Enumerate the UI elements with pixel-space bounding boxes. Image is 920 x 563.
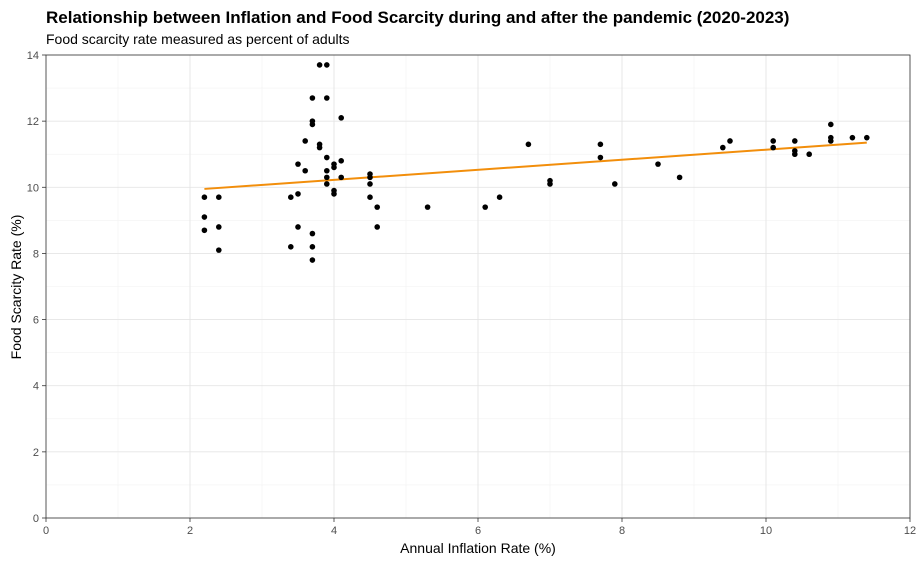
- chart-subtitle: Food scarcity rate measured as percent o…: [46, 31, 349, 47]
- data-point: [295, 191, 301, 197]
- data-point: [424, 204, 431, 210]
- data-point: [288, 244, 294, 250]
- y-tick-label: 6: [33, 315, 39, 327]
- data-point: [309, 230, 316, 237]
- data-point: [309, 244, 316, 250]
- data-point: [216, 224, 222, 230]
- y-tick-label: 4: [33, 381, 39, 393]
- data-point: [295, 224, 301, 230]
- data-point: [770, 138, 776, 144]
- data-point: [374, 204, 381, 210]
- data-point: [612, 181, 618, 187]
- data-point: [309, 257, 316, 263]
- data-point: [216, 194, 222, 201]
- data-point: [849, 134, 856, 141]
- data-point: [828, 121, 834, 128]
- data-point: [720, 144, 726, 151]
- chart-title: Relationship between Inflation and Food …: [46, 8, 789, 27]
- data-point: [792, 151, 798, 158]
- data-point: [324, 174, 330, 181]
- trend-line: [204, 141, 867, 190]
- data-point: [324, 95, 330, 101]
- y-axis: 0 2 4 6 8 10 12 14: [27, 50, 46, 525]
- data-point: [316, 144, 323, 151]
- y-tick-label: 12: [27, 116, 39, 128]
- y-axis-title: Food Scarcity Rate (%): [8, 215, 24, 360]
- x-tick-label: 4: [331, 525, 337, 537]
- y-tick-label: 10: [27, 182, 39, 194]
- x-tick-label: 0: [43, 525, 49, 537]
- x-tick-label: 8: [619, 525, 625, 537]
- data-point: [338, 174, 345, 181]
- x-axis: 0 2 4 6 8 10 12: [43, 518, 916, 537]
- data-point: [324, 181, 330, 187]
- data-point: [331, 164, 337, 171]
- data-point: [201, 214, 208, 220]
- x-tick-label: 10: [760, 525, 772, 537]
- data-point: [201, 227, 208, 234]
- data-point: [828, 138, 834, 144]
- data-point: [324, 62, 330, 68]
- y-tick-label: 0: [33, 513, 39, 525]
- y-tick-label: 14: [27, 50, 39, 62]
- trend-layer: [204, 141, 867, 190]
- data-point: [482, 204, 489, 210]
- data-point: [367, 194, 373, 201]
- data-point: [302, 167, 309, 174]
- data-point: [331, 191, 337, 197]
- data-point: [324, 154, 330, 161]
- data-point: [367, 181, 373, 187]
- data-point: [338, 158, 345, 164]
- y-tick-label: 8: [33, 248, 39, 260]
- data-point: [374, 224, 381, 230]
- data-point: [597, 141, 604, 148]
- data-point: [309, 121, 316, 128]
- points-layer: [201, 62, 870, 263]
- data-point: [676, 174, 683, 181]
- y-tick-label: 2: [33, 447, 39, 459]
- data-point: [806, 151, 812, 158]
- data-point: [525, 141, 532, 148]
- data-point: [316, 62, 323, 68]
- data-point: [547, 181, 553, 187]
- data-point: [496, 194, 503, 201]
- data-point: [302, 138, 309, 144]
- data-point: [201, 194, 208, 201]
- data-point: [655, 161, 661, 167]
- data-point: [338, 115, 345, 121]
- x-tick-label: 12: [904, 525, 916, 537]
- data-point: [792, 138, 798, 144]
- data-point: [727, 138, 733, 144]
- data-point: [367, 174, 373, 181]
- data-point: [309, 95, 316, 101]
- data-point: [597, 154, 604, 161]
- data-point: [288, 194, 294, 201]
- x-tick-label: 6: [475, 525, 481, 537]
- data-point: [295, 161, 301, 167]
- data-point: [216, 247, 222, 253]
- data-point: [324, 167, 330, 174]
- x-tick-label: 2: [187, 525, 193, 537]
- x-axis-title: Annual Inflation Rate (%): [400, 540, 556, 556]
- data-point: [770, 144, 776, 151]
- data-point: [864, 134, 870, 141]
